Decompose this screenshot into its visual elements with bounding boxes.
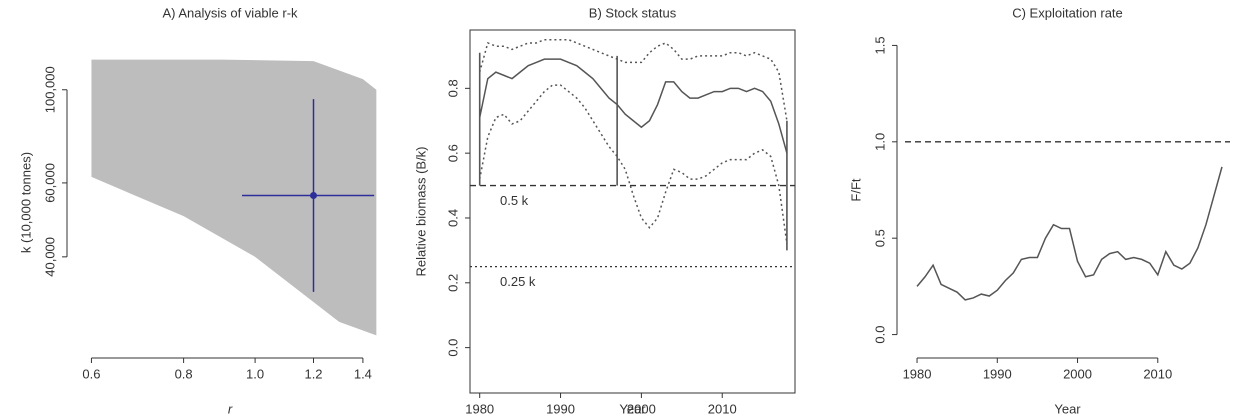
estimate-point <box>310 191 318 199</box>
series-line <box>478 38 788 121</box>
y-tick-label: 0.2 <box>445 274 460 292</box>
y-tick-label: 1.5 <box>872 36 887 54</box>
y-tick-label: 40,000 <box>42 237 57 277</box>
x-tick-label: 2000 <box>1063 366 1092 381</box>
y-tick-label: 0.4 <box>445 209 460 227</box>
plot-frame <box>469 29 796 394</box>
y-tick-label: 100,000 <box>42 66 57 113</box>
x-tick-label: 1.0 <box>246 366 264 381</box>
x-axis-label: r <box>228 401 233 416</box>
x-axis-label: Year <box>619 401 646 416</box>
panel-title: A) Analysis of viable r-k <box>162 5 298 20</box>
x-tick-label: 2010 <box>708 401 737 416</box>
x-tick-label: 1.2 <box>304 366 322 381</box>
y-tick-label: 1.0 <box>872 133 887 151</box>
x-tick-label: 0.6 <box>82 366 100 381</box>
x-tick-label: 1990 <box>983 366 1012 381</box>
y-axis-label: k (10,000 tonnes) <box>18 152 33 253</box>
x-tick-label: 1.4 <box>354 366 372 381</box>
series-line <box>478 58 788 154</box>
y-axis-label: Relative biomass (B/k) <box>413 146 428 276</box>
viable-region <box>91 59 377 336</box>
y-tick-label: 0.8 <box>445 79 460 97</box>
y-tick-label: 0.0 <box>872 326 887 344</box>
series-line <box>916 166 1223 301</box>
x-tick-label: 1990 <box>546 401 575 416</box>
x-axis-label: Year <box>1054 401 1081 416</box>
series-line <box>478 84 788 245</box>
y-tick-label: 60,000 <box>42 163 57 203</box>
y-axis-label: F/Ft <box>848 178 863 201</box>
y-tick-label: 0.5 <box>872 229 887 247</box>
reference-label: 0.25 k <box>500 274 536 289</box>
x-tick-label: 2000 <box>627 401 656 416</box>
x-tick-label: 1980 <box>465 401 494 416</box>
x-tick-label: 0.8 <box>175 366 193 381</box>
y-tick-label: 0.6 <box>445 144 460 162</box>
reference-label: 0.5 k <box>500 193 529 208</box>
x-tick-label: 2010 <box>1143 366 1172 381</box>
y-tick-label: 0.0 <box>445 339 460 357</box>
x-tick-label: 1980 <box>903 366 932 381</box>
panel-title: B) Stock status <box>589 5 677 20</box>
panel-title: C) Exploitation rate <box>1012 5 1123 20</box>
